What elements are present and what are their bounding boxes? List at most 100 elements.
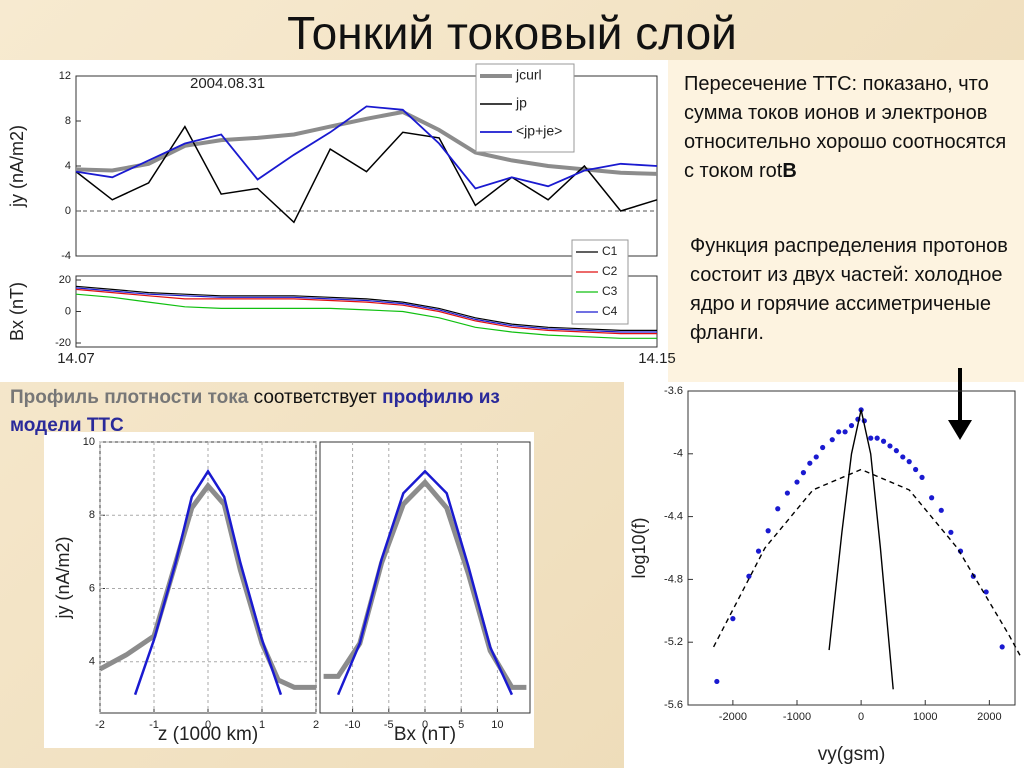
annotation: 2004.08.31 bbox=[190, 75, 265, 92]
plot-frame bbox=[687, 390, 1016, 706]
paragraph: Пересечение ТТС: показано, что сумма ток… bbox=[684, 70, 1014, 186]
dot bbox=[919, 474, 925, 480]
paragraph: Функция распределения протонов состоит и… bbox=[690, 235, 1008, 344]
dot bbox=[755, 548, 762, 554]
x-tick-label: 14.07 bbox=[57, 350, 95, 367]
line bbox=[75, 287, 657, 333]
panel bbox=[624, 382, 1024, 768]
dot bbox=[868, 435, 874, 441]
x-tick-label: 5 bbox=[458, 719, 464, 731]
x-tick-label: 2 bbox=[313, 719, 319, 731]
y-tick-label: 4 bbox=[89, 656, 95, 668]
x-axis-label: vy(gsm) bbox=[818, 744, 886, 765]
y-tick-label: -4.8 bbox=[664, 573, 683, 585]
x-tick-label: -5 bbox=[384, 719, 394, 731]
dot bbox=[848, 422, 855, 429]
legend-label: C2 bbox=[602, 264, 618, 278]
x-tick-label: -2 bbox=[95, 719, 105, 731]
line bbox=[75, 109, 658, 176]
dot bbox=[807, 460, 813, 466]
dot bbox=[730, 616, 736, 622]
legend-label: C4 bbox=[602, 304, 618, 318]
y-tick-label: 0 bbox=[65, 205, 71, 217]
dot bbox=[948, 529, 954, 535]
text-panel bbox=[668, 60, 1024, 382]
dot bbox=[775, 506, 781, 512]
x-tick-label: 1000 bbox=[913, 711, 937, 723]
x-axis-label: z (1000 km) bbox=[158, 724, 258, 745]
x-tick-label: 0 bbox=[858, 711, 864, 723]
dot bbox=[874, 435, 880, 441]
y-tick-label: 0 bbox=[65, 305, 71, 317]
dot bbox=[820, 444, 826, 451]
legend-box bbox=[475, 63, 575, 153]
line bbox=[712, 468, 1023, 659]
line bbox=[75, 285, 657, 331]
y-tick-label: 10 bbox=[83, 436, 95, 448]
y-tick-label: -5.6 bbox=[664, 699, 683, 711]
y-axis-label: jy (nA/m2) bbox=[7, 125, 27, 208]
y-tick-label: 6 bbox=[89, 582, 95, 594]
x-tick-label: -10 bbox=[345, 719, 361, 731]
x-tick-label: 0 bbox=[422, 719, 428, 731]
text: B bbox=[782, 160, 797, 182]
panel bbox=[44, 432, 534, 748]
dot bbox=[913, 466, 919, 473]
text: Профиль плотности тока bbox=[10, 387, 249, 408]
legend-label: jp bbox=[515, 95, 527, 111]
y-axis-label: jy (nA/m2) bbox=[53, 536, 73, 619]
x-tick-label: 14.15 bbox=[638, 350, 676, 367]
dot bbox=[800, 470, 807, 476]
dot bbox=[836, 429, 842, 435]
dot bbox=[893, 448, 899, 454]
legend-label: C1 bbox=[602, 244, 618, 258]
line bbox=[75, 125, 658, 224]
y-tick-label: -4 bbox=[61, 250, 71, 262]
y-tick-label: -20 bbox=[55, 337, 71, 349]
dot bbox=[999, 644, 1005, 650]
dot bbox=[813, 454, 819, 460]
y-axis-label: log10(f) bbox=[629, 517, 649, 578]
x-tick-label: 0 bbox=[205, 719, 211, 731]
dot bbox=[794, 479, 800, 485]
x-tick-label: -2000 bbox=[719, 711, 747, 723]
dot bbox=[746, 573, 752, 579]
x-tick-label: -1000 bbox=[783, 711, 811, 723]
legend-label: <jp+je> bbox=[516, 123, 562, 139]
y-tick-label: 20 bbox=[59, 274, 71, 286]
text: профилю из модели ТТС bbox=[10, 387, 500, 436]
line bbox=[98, 481, 316, 690]
legend-label: C3 bbox=[602, 284, 618, 298]
y-tick-label: 4 bbox=[65, 160, 71, 172]
dot bbox=[784, 490, 790, 496]
dot bbox=[880, 438, 887, 444]
dot bbox=[842, 429, 848, 435]
y-tick-label: 8 bbox=[65, 115, 71, 127]
y-axis-label: Bx (nT) bbox=[7, 282, 27, 341]
arrow-head bbox=[948, 420, 972, 440]
x-tick-label: 1 bbox=[259, 719, 265, 731]
slide-title: Тонкий токовый слой bbox=[287, 7, 737, 59]
line bbox=[336, 469, 514, 696]
dot bbox=[900, 454, 906, 460]
dot bbox=[714, 678, 720, 685]
dot bbox=[938, 507, 944, 513]
line bbox=[828, 409, 894, 690]
x-tick-label: 2000 bbox=[977, 711, 1001, 723]
y-tick-label: -5.2 bbox=[664, 636, 683, 648]
text: Пересечение ТТС: показано, что сумма ток… bbox=[684, 73, 1007, 182]
y-tick-label: 12 bbox=[59, 70, 71, 82]
line bbox=[75, 105, 658, 190]
dot bbox=[906, 459, 912, 465]
dot bbox=[765, 528, 771, 534]
dot bbox=[929, 495, 935, 501]
x-tick-label: -1 bbox=[149, 719, 159, 731]
line bbox=[133, 468, 283, 696]
x-tick-label: 10 bbox=[491, 719, 503, 731]
text: соответствует bbox=[248, 387, 383, 408]
line bbox=[75, 288, 657, 335]
dot bbox=[983, 589, 989, 595]
legend-label: jcurl bbox=[515, 67, 542, 83]
